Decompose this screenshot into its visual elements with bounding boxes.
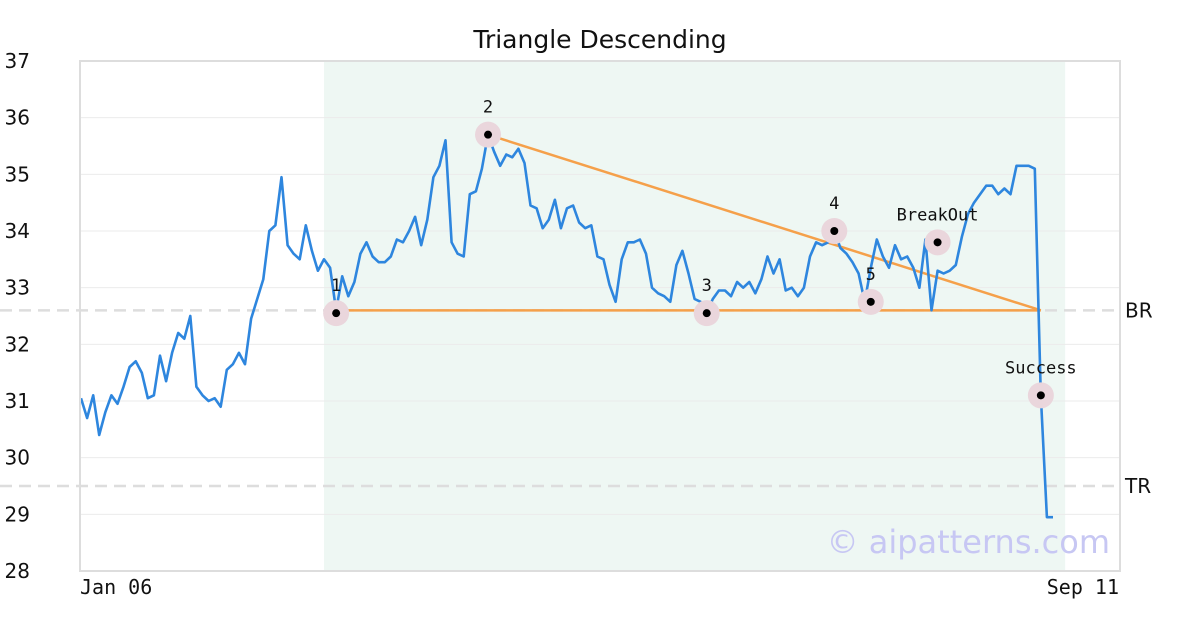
y-tick-label: 35	[5, 162, 30, 186]
point-label: Success	[1005, 358, 1077, 378]
y-tick-label: 32	[5, 332, 30, 356]
pattern-lines	[336, 133, 1042, 312]
y-tick-label: 36	[5, 106, 30, 130]
plot-frame	[79, 60, 1121, 572]
x-tick-end: Sep 11	[1047, 575, 1119, 599]
point-marker	[866, 297, 875, 306]
point-marker	[830, 227, 839, 235]
y-tick-label: 31	[5, 389, 30, 413]
point-marker	[332, 309, 341, 318]
price-line	[79, 133, 1053, 519]
watermark: © aipatterns.com	[827, 523, 1110, 561]
reference-label: BR	[1125, 298, 1153, 322]
point-marker	[484, 130, 493, 139]
point-label: 2	[483, 98, 493, 118]
y-tick-label: 29	[5, 502, 30, 526]
reference-label: TR	[1124, 474, 1151, 498]
point-label: 4	[829, 194, 839, 214]
point-label: BreakOut	[897, 205, 979, 225]
y-tick-label: 37	[5, 49, 30, 73]
trendline	[487, 133, 1042, 312]
y-axis: 28 29 30 31 32 33 34 35 36 37	[5, 49, 30, 583]
y-tick-label: 28	[5, 559, 30, 583]
y-tick-label: 34	[5, 219, 30, 243]
pattern-points: 1 2 3 4 5 BreakOut Success	[323, 98, 1077, 409]
point-marker	[702, 309, 711, 318]
chart-title: Triangle Descending	[472, 25, 726, 54]
y-tick-label: 33	[5, 276, 30, 300]
price-series	[79, 133, 1053, 519]
x-tick-start: Jan 06	[80, 575, 152, 599]
y-tick-label: 30	[5, 446, 30, 470]
point-label: 3	[702, 276, 712, 296]
point-label: 1	[331, 276, 341, 296]
point-label: 5	[866, 265, 876, 285]
point-marker	[1036, 391, 1045, 400]
point-marker	[933, 238, 942, 247]
